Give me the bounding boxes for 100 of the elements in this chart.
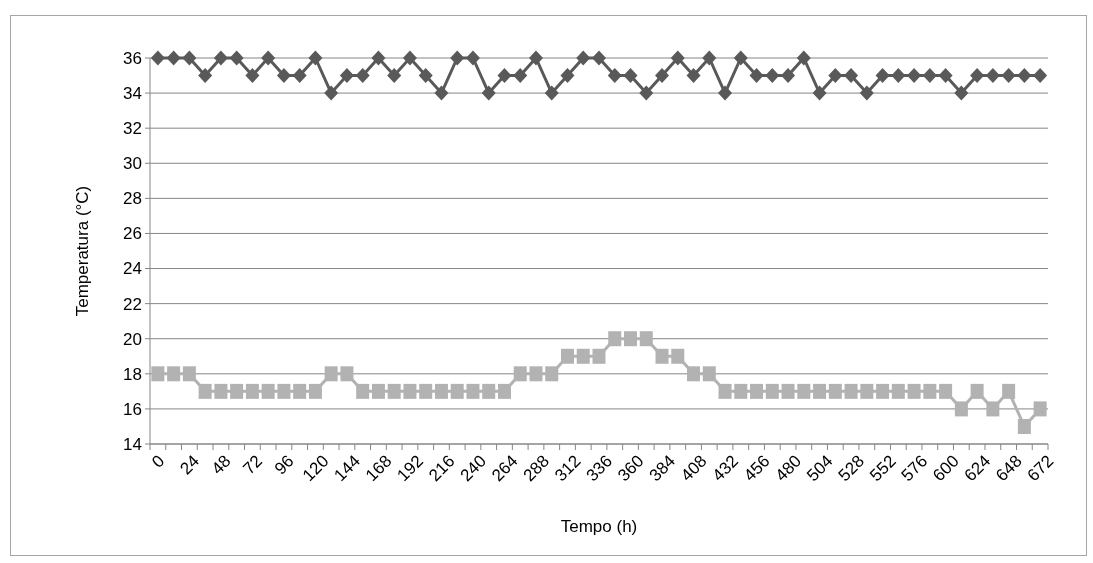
point <box>324 85 339 101</box>
point <box>292 68 307 84</box>
point <box>796 50 811 66</box>
point <box>545 366 559 382</box>
point <box>954 401 968 417</box>
point <box>450 50 465 66</box>
point <box>402 50 417 66</box>
x-tick-label: 24 <box>176 451 204 479</box>
point <box>576 348 590 364</box>
point <box>560 68 575 84</box>
point <box>970 383 984 399</box>
x-tick-label: 216 <box>425 451 459 485</box>
point <box>1001 68 1016 84</box>
y-tick-label: 26 <box>123 224 142 244</box>
x-tick-label: 480 <box>771 451 806 485</box>
point <box>860 383 874 399</box>
point <box>528 50 543 66</box>
point <box>198 383 212 399</box>
point <box>765 68 780 84</box>
x-tick-label: 360 <box>614 451 648 485</box>
x-tick-label: 0 <box>148 451 169 472</box>
point <box>213 50 228 66</box>
point <box>954 85 969 101</box>
point <box>371 50 386 66</box>
point <box>876 383 890 399</box>
point <box>702 50 717 66</box>
x-tick-label: 672 <box>1023 451 1058 485</box>
point <box>624 331 638 347</box>
x-tick-label: 648 <box>992 451 1026 485</box>
point <box>387 68 402 84</box>
x-tick-label: 120 <box>298 451 333 485</box>
point <box>907 68 922 84</box>
x-tick-label: 264 <box>488 451 522 485</box>
point <box>812 85 827 101</box>
point <box>655 348 669 364</box>
point <box>182 50 197 66</box>
y-tick-label: 24 <box>123 259 142 279</box>
point <box>466 383 480 399</box>
x-tick-label: 624 <box>960 451 995 485</box>
x-tick-label: 96 <box>270 451 298 479</box>
point <box>340 366 354 382</box>
point <box>938 68 953 84</box>
point <box>749 68 764 84</box>
point <box>671 348 685 364</box>
point <box>922 68 937 84</box>
point <box>655 68 670 84</box>
point <box>1033 401 1047 417</box>
point <box>293 383 307 399</box>
point <box>418 68 433 84</box>
point <box>308 50 323 66</box>
y-tick-label: 32 <box>123 119 142 139</box>
x-tick-label: 384 <box>645 451 680 485</box>
point <box>356 383 370 399</box>
point <box>828 383 842 399</box>
x-tick-label: 504 <box>803 451 837 485</box>
point <box>214 383 228 399</box>
point <box>939 383 953 399</box>
point <box>245 383 259 399</box>
point <box>970 68 985 84</box>
point <box>813 383 827 399</box>
point <box>229 50 244 66</box>
x-tick-label: 240 <box>456 451 491 485</box>
point <box>497 383 511 399</box>
point <box>151 366 165 382</box>
point <box>875 68 890 84</box>
point <box>844 68 859 84</box>
y-tick-label: 34 <box>123 84 142 104</box>
point <box>450 383 464 399</box>
point <box>687 366 701 382</box>
point <box>1002 383 1016 399</box>
point <box>434 383 448 399</box>
x-tick-label: 288 <box>519 451 554 485</box>
x-tick-label: 456 <box>740 451 774 485</box>
x-tick-label: 192 <box>393 451 428 485</box>
x-tick-label: 576 <box>897 451 932 485</box>
point <box>623 68 638 84</box>
point <box>859 85 874 101</box>
x-tick-label: 528 <box>834 451 869 485</box>
point <box>592 348 606 364</box>
point <box>529 366 543 382</box>
point <box>513 366 527 382</box>
point <box>434 85 449 101</box>
point <box>891 383 905 399</box>
point <box>670 50 685 66</box>
point <box>781 383 795 399</box>
point <box>844 383 858 399</box>
x-tick-label: 336 <box>582 451 617 485</box>
point <box>465 50 480 66</box>
point <box>513 68 528 84</box>
point <box>245 68 260 84</box>
x-tick-label: 144 <box>330 451 364 485</box>
point <box>481 85 496 101</box>
point <box>182 366 196 382</box>
point <box>419 383 433 399</box>
point <box>718 85 733 101</box>
point <box>339 68 354 84</box>
point <box>828 68 843 84</box>
point <box>166 50 181 66</box>
x-tick-label: 48 <box>207 451 235 479</box>
point <box>734 383 748 399</box>
